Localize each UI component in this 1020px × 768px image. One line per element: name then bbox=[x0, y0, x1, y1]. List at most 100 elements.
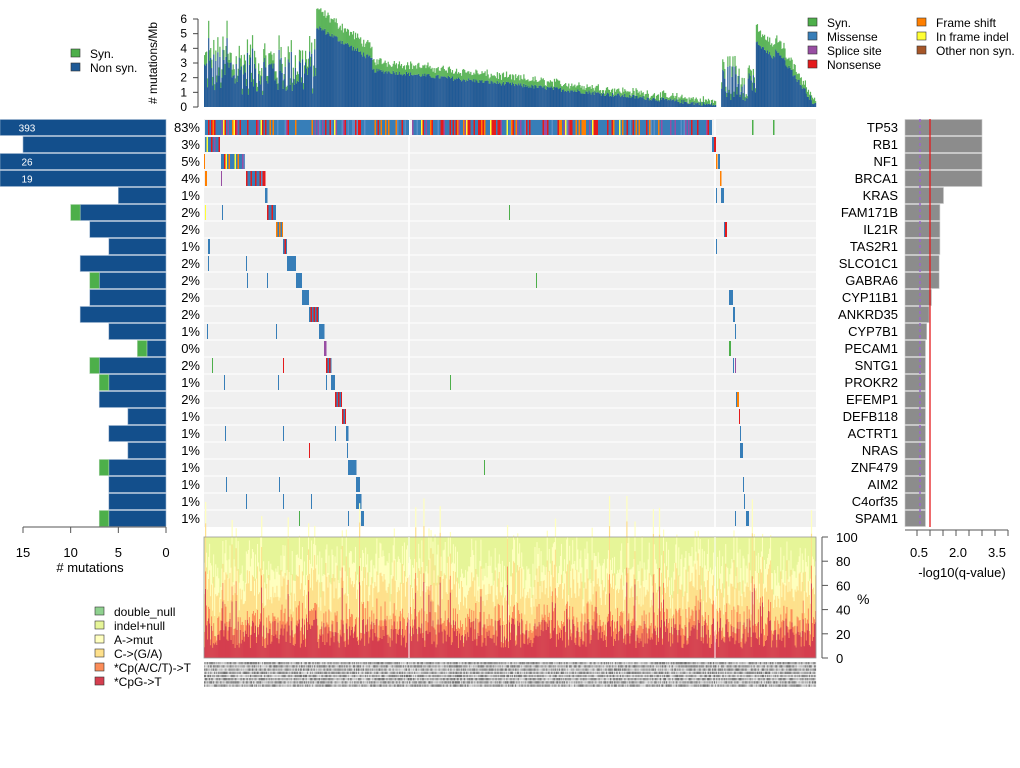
spectrum-bar-segment bbox=[263, 561, 265, 575]
spectrum-bar-segment bbox=[232, 537, 234, 583]
spectrum-bar-segment bbox=[585, 588, 587, 634]
spectrum-bar-segment bbox=[582, 640, 584, 645]
gene-percent-label: 2% bbox=[181, 307, 200, 322]
spectrum-bar-segment bbox=[568, 617, 570, 640]
burden-bar-nonsyn bbox=[556, 87, 559, 107]
burden-bar-syn bbox=[237, 68, 239, 76]
burden-bar-syn bbox=[240, 55, 242, 67]
spectrum-bar-segment bbox=[290, 592, 292, 615]
sample-id-label bbox=[207, 665, 209, 668]
spectrum-bar-segment bbox=[705, 537, 708, 570]
spectrum-bar-segment bbox=[422, 637, 424, 658]
spectrum-bar-segment bbox=[643, 587, 645, 611]
spectrum-bar-segment bbox=[701, 537, 703, 549]
spectrum-bar-segment bbox=[595, 537, 597, 556]
spectrum-bar-segment bbox=[252, 610, 255, 623]
burden-bar-syn bbox=[650, 95, 652, 101]
spectrum-bar-segment bbox=[734, 589, 736, 610]
spectrum-bar-segment bbox=[708, 537, 711, 572]
burden-bar-syn bbox=[783, 42, 785, 58]
spectrum-bar-segment bbox=[635, 599, 637, 622]
spectrum-bar-segment bbox=[597, 537, 599, 553]
burden-bar-syn bbox=[462, 69, 464, 81]
spectrum-bar-segment bbox=[550, 637, 553, 658]
spectrum-bar-segment bbox=[557, 625, 560, 640]
burden-bar-nonsyn bbox=[360, 51, 362, 107]
mutation-cell-TP53 bbox=[212, 120, 214, 135]
spectrum-bar-segment bbox=[622, 612, 624, 629]
spectrum-bar-segment bbox=[676, 568, 678, 611]
spectrum-bar-segment bbox=[481, 646, 483, 658]
spectrum-bar-segment bbox=[547, 626, 549, 658]
spectrum-bar-segment bbox=[349, 616, 352, 636]
spectrum-bar-segment bbox=[534, 537, 536, 547]
spectrum-bar-segment bbox=[786, 541, 788, 561]
spectrum-bar-segment bbox=[483, 568, 485, 585]
spectrum-bar-segment bbox=[301, 571, 304, 603]
spectrum-bar-segment bbox=[390, 594, 392, 620]
spectrum-bar-segment bbox=[442, 578, 444, 623]
spectrum-bar-segment bbox=[700, 599, 702, 638]
spectrum-bar-segment bbox=[314, 555, 316, 603]
spectrum-bar-segment bbox=[425, 592, 427, 621]
spectrum-bar-segment bbox=[365, 547, 367, 568]
spectrum-bar-segment bbox=[721, 537, 723, 567]
spectrum-bar-segment bbox=[250, 590, 253, 627]
spectrum-bar-segment bbox=[253, 632, 256, 658]
spectrum-bar-segment bbox=[238, 610, 240, 644]
burden-bar-nonsyn bbox=[640, 97, 642, 107]
mutation-cell-ANKRD35 bbox=[318, 307, 319, 322]
spectrum-bar-segment bbox=[280, 555, 282, 571]
spectrum-bar-segment bbox=[593, 552, 595, 587]
spectrum-bar-segment bbox=[520, 537, 522, 568]
legend-swatch bbox=[94, 620, 105, 630]
spectrum-bar-segment bbox=[468, 590, 470, 617]
spectrum-bar-segment bbox=[511, 624, 513, 658]
spectrum-bar-segment bbox=[584, 613, 586, 623]
spectrum-bar-segment bbox=[454, 621, 457, 658]
mutation-cell-NF1 bbox=[242, 154, 244, 169]
spectrum-bar-segment bbox=[720, 573, 722, 590]
spectrum-bar-segment bbox=[398, 537, 401, 559]
spectrum-bar-segment bbox=[267, 578, 269, 600]
spectrum-bar-segment bbox=[483, 584, 485, 612]
spectrum-bar-segment bbox=[807, 623, 810, 658]
spectrum-bar-segment bbox=[775, 573, 777, 596]
burden-bar-syn bbox=[492, 75, 494, 84]
burden-bar-syn bbox=[788, 57, 790, 66]
burden-bar-nonsyn bbox=[370, 57, 372, 107]
spectrum-bar-segment bbox=[701, 548, 703, 568]
spectrum-bar-segment bbox=[459, 537, 461, 589]
spectrum-bar-segment bbox=[301, 618, 304, 658]
burden-bar-syn bbox=[636, 89, 638, 96]
spectrum-bar-segment bbox=[391, 562, 393, 579]
spectrum-bar-segment bbox=[438, 537, 440, 585]
burden-bar-nonsyn bbox=[806, 96, 809, 107]
spectrum-bar-segment bbox=[635, 621, 637, 642]
spectrum-bar-segment bbox=[442, 643, 444, 658]
spectrum-bar-segment bbox=[472, 581, 474, 622]
spectrum-bar-segment bbox=[413, 625, 415, 635]
mutation-cell-TP53 bbox=[383, 120, 385, 135]
spectrum-bar-segment bbox=[436, 582, 438, 625]
spectrum-bar-segment bbox=[347, 639, 350, 645]
burden-bar-syn bbox=[756, 24, 759, 42]
spectrum-bar-segment bbox=[590, 537, 592, 584]
spectrum-bar-segment bbox=[313, 619, 315, 658]
burden-bar-syn bbox=[244, 60, 247, 73]
spectrum-bar-segment bbox=[626, 582, 628, 658]
spectrum-bar-segment bbox=[330, 537, 332, 585]
burden-bar-nonsyn bbox=[304, 62, 307, 107]
spectrum-bar-segment bbox=[488, 537, 490, 551]
spectrum-bar-segment bbox=[446, 619, 448, 635]
mutation-cell-TP53 bbox=[631, 120, 633, 135]
burden-bar-syn bbox=[259, 70, 261, 81]
burden-bar-syn bbox=[681, 94, 683, 100]
burden-bar-syn bbox=[273, 53, 275, 64]
mutation-cell-TP53 bbox=[244, 120, 246, 135]
spectrum-bar-segment bbox=[686, 617, 688, 641]
spectrum-bar-segment bbox=[773, 630, 775, 635]
qvalue-bar-NF1 bbox=[904, 153, 983, 170]
spectrum-bar-segment bbox=[682, 628, 684, 649]
spectrum-bar-segment bbox=[804, 571, 806, 618]
